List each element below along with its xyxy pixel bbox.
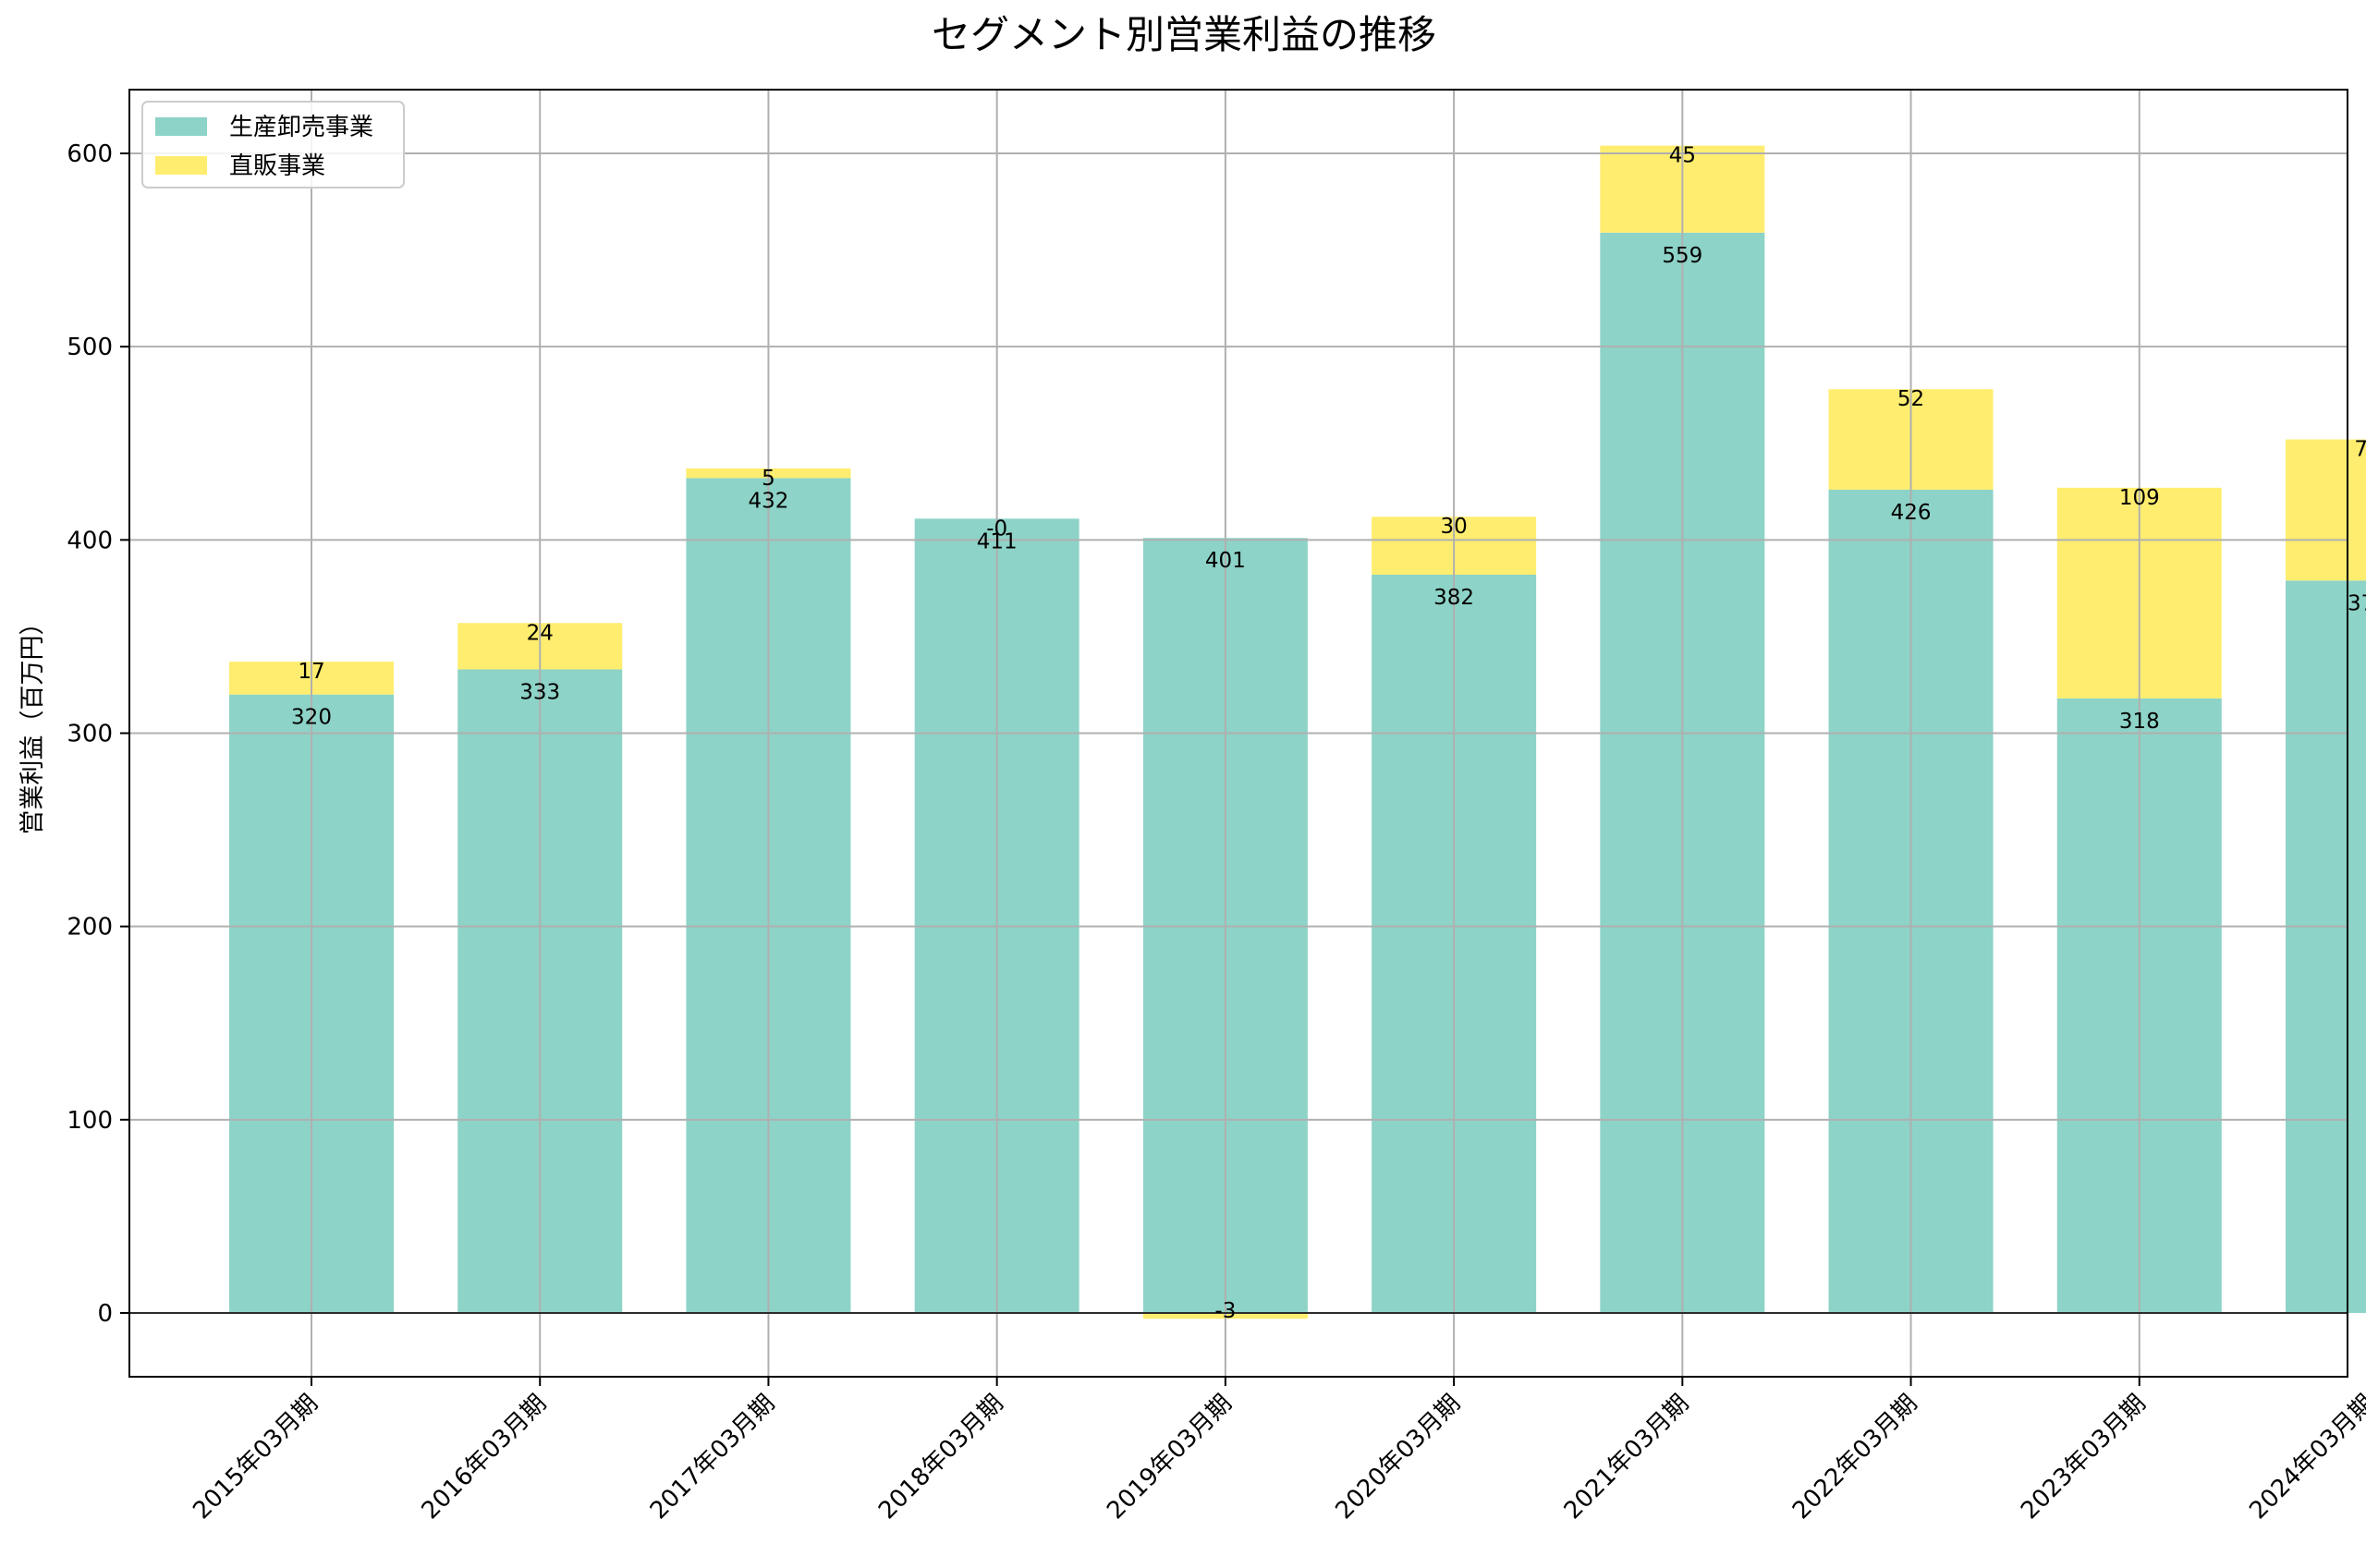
data-label-series-2: 45: [1669, 144, 1696, 168]
legend-label-1: 生産卸売事業: [229, 114, 373, 141]
data-label-series-1: 333: [519, 680, 560, 704]
data-label-series-1: 426: [1891, 501, 1932, 525]
x-tick-label: 2021年03月期: [1559, 1390, 1695, 1525]
data-label-series-1: 320: [291, 706, 332, 730]
legend-label-2: 直販事業: [229, 152, 325, 180]
data-label-series-1: 379: [2348, 591, 2366, 615]
bar-10-series-2: [2286, 439, 2366, 581]
data-label-series-2: 52: [1897, 387, 1924, 411]
data-label-series-2: 5: [762, 467, 775, 491]
data-label-series-1: 411: [977, 529, 1018, 553]
y-tick-label: 600: [67, 140, 113, 168]
data-label-series-2: -0: [986, 517, 1007, 541]
y-tick-label: 0: [97, 1300, 113, 1328]
legend-box: [141, 101, 405, 188]
legend-swatch-1: [155, 117, 207, 136]
data-label-series-1: 382: [1433, 586, 1474, 610]
data-label-series-2: -3: [1214, 1299, 1236, 1323]
data-label-series-1: 432: [748, 489, 788, 513]
x-tick-label: 2020年03月期: [1331, 1390, 1467, 1525]
data-label-series-1: 401: [1205, 549, 1246, 573]
x-tick-label: 2024年03月期: [2244, 1390, 2366, 1525]
chart-title: セグメント別営業利益の推移: [932, 12, 1436, 57]
y-tick-label: 100: [67, 1107, 113, 1135]
legend-swatch-2: [155, 156, 207, 175]
x-tick-label: 2022年03月期: [1787, 1390, 1923, 1525]
data-label-series-1: 559: [1662, 244, 1702, 268]
data-label-series-1: 318: [2119, 710, 2160, 734]
bars-layer: [229, 145, 2366, 1319]
x-tick-label: 2015年03月期: [188, 1390, 323, 1525]
data-label-series-2: 17: [298, 660, 324, 684]
y-axis-title: 営業利益（百万円）: [18, 611, 47, 835]
x-tick-label: 2017年03月期: [645, 1390, 781, 1525]
y-tick-label: 400: [67, 527, 113, 554]
data-label-series-2: 30: [1440, 515, 1467, 539]
x-tick-label: 2023年03月期: [2016, 1390, 2152, 1525]
data-label-series-2: 24: [527, 621, 554, 645]
x-tick-label: 2019年03月期: [1102, 1390, 1238, 1525]
grid-layer: [129, 90, 2348, 1377]
y-tick-label: 500: [67, 334, 113, 361]
x-tick-label: 2016年03月期: [417, 1390, 553, 1525]
bar-10-series-1: [2286, 580, 2366, 1313]
data-label-series-2: 109: [2119, 486, 2160, 510]
data-label-series-2: 73: [2354, 438, 2366, 462]
x-tick-label: 2018年03月期: [873, 1390, 1009, 1525]
y-tick-label: 300: [67, 721, 113, 748]
y-tick-label: 200: [67, 914, 113, 942]
